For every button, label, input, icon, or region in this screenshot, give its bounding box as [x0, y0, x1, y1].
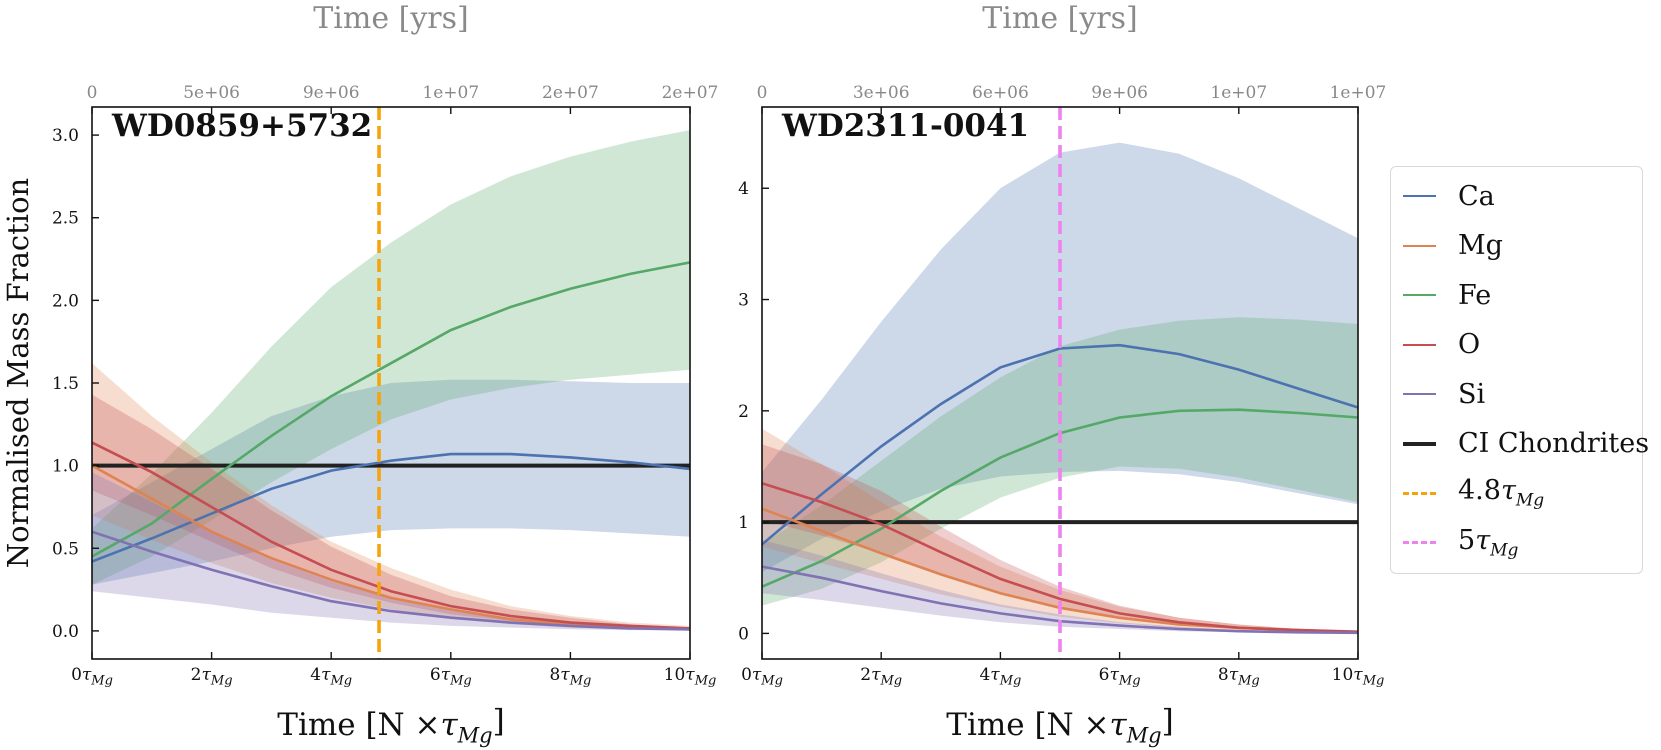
- panel-2: 0τMg 2τMg 4τMg 6τMg 8τMg 10τMg 0 3e+06 6e+06 9e+0…: [738, 1, 1386, 747]
- panel-title: WD0859+5732: [111, 108, 372, 144]
- band-mg: [92, 363, 690, 631]
- band-si: [762, 539, 1358, 634]
- x-tick-label: 6τMg: [1099, 665, 1141, 689]
- legend-label: Fe: [1458, 279, 1492, 311]
- y-tick-label: 1.5: [52, 374, 79, 394]
- x-tick-label: 8τMg: [1218, 665, 1260, 689]
- legend-item-3: Fe: [1403, 279, 1492, 311]
- x-tick-label: 2τMg: [860, 665, 902, 689]
- y-tick-label: 3: [738, 291, 749, 311]
- top-tick-label: 1e+07: [1210, 83, 1267, 103]
- x-tick-label: 4τMg: [310, 665, 352, 689]
- legend-label: CI Chondrites: [1458, 428, 1650, 459]
- x-axis-label: Time [N ×τMg]: [946, 704, 1173, 748]
- line-fe: [92, 261, 690, 558]
- x-tick-label: 0τMg: [71, 665, 113, 689]
- top-tick-label: 0: [87, 83, 98, 103]
- x-tick-label: 0τMg: [741, 665, 783, 689]
- x-axis-label: Time [N ×τMg]: [277, 704, 504, 748]
- legend-swatch: [1403, 244, 1436, 247]
- y-tick-label: 4: [738, 179, 749, 199]
- x-tick-label: 2τMg: [191, 665, 233, 689]
- top-tick-label: 9e+06: [1091, 83, 1148, 103]
- legend-item-5: Si: [1403, 378, 1486, 410]
- x-tick-label: 10τMg: [1332, 665, 1385, 689]
- legend-swatch: [1403, 393, 1436, 395]
- top-tick-label: 5e+06: [183, 83, 240, 103]
- legend-label: 5τMg: [1458, 524, 1519, 561]
- line-ca: [762, 343, 1358, 546]
- legend-swatch: [1403, 343, 1436, 346]
- y-tick-label: 0.5: [52, 539, 79, 559]
- x-tick-label: 6τMg: [430, 665, 472, 689]
- top-tick-label: 2e+07: [662, 83, 719, 103]
- line-o: [92, 441, 690, 630]
- legend-item-4: O: [1403, 329, 1481, 360]
- plot-area: [762, 107, 1358, 659]
- legend-label: O: [1458, 329, 1481, 360]
- top-tick-label: 1e+07: [422, 83, 479, 103]
- y-tick-label: 0.0: [52, 622, 79, 642]
- legend-item-1: Ca: [1403, 180, 1495, 212]
- legend-item-7: 4.8τMg: [1403, 475, 1545, 511]
- line-mg: [92, 464, 690, 631]
- band-o: [92, 394, 690, 630]
- top-axis-label: Time [yrs]: [982, 1, 1137, 36]
- legend-swatch: [1403, 541, 1436, 544]
- legend-label: Si: [1458, 378, 1486, 410]
- x-tick-label: 10τMg: [664, 665, 717, 689]
- line-o: [762, 481, 1358, 633]
- panel-title: WD2311-0041: [781, 108, 1029, 144]
- y-tick-label: 1: [738, 513, 749, 533]
- top-tick-label: 1e+07: [1330, 83, 1387, 103]
- x-tick-label: 8τMg: [549, 665, 591, 689]
- top-tick-label: 6e+06: [972, 83, 1029, 103]
- y-tick-label: 3.0: [52, 126, 79, 146]
- legend: Ca Mg Fe O Si CI Chondrites 4.8τMg 5τMg: [1390, 166, 1649, 574]
- y-tick-label: 2.0: [52, 291, 79, 311]
- band-fe: [92, 130, 690, 585]
- top-tick-label: 9e+06: [303, 83, 360, 103]
- y-tick-label: 1.0: [52, 457, 79, 477]
- x-tick-label: 4τMg: [979, 665, 1021, 689]
- legend-item-2: Mg: [1403, 230, 1503, 261]
- legend-item-6: CI Chondrites: [1403, 428, 1650, 459]
- legend-swatch: [1403, 294, 1436, 296]
- top-tick-label: 2e+07: [542, 83, 599, 103]
- top-tick-label: 3e+06: [853, 83, 910, 103]
- band-ca: [92, 379, 690, 585]
- y-axis-label: Normalised Mass Fraction: [1, 178, 35, 568]
- band-mg: [762, 428, 1358, 633]
- legend-item-8: 5τMg: [1403, 524, 1519, 561]
- legend-swatch: [1403, 491, 1436, 495]
- line-si: [92, 530, 690, 631]
- legend-label: Mg: [1458, 230, 1503, 261]
- plot-area: [92, 107, 690, 659]
- top-axis-label: Time [yrs]: [313, 1, 468, 36]
- panel-1: 0τMg 2τMg 4τMg 6τMg 8τMg 10τMg 0 5e+06 9e+06 1e+0…: [1, 1, 718, 747]
- y-tick-label: 2: [738, 402, 749, 422]
- y-tick-label: 0: [738, 624, 749, 644]
- legend-label: 4.8τMg: [1458, 475, 1545, 511]
- axes-frame: [761, 106, 1359, 660]
- band-si: [92, 472, 690, 631]
- top-tick-label: 0: [757, 83, 768, 103]
- legend-swatch: [1403, 195, 1436, 197]
- legend-swatch: [1403, 441, 1436, 446]
- legend-label: Ca: [1458, 180, 1495, 212]
- y-tick-label: 2.5: [52, 209, 79, 229]
